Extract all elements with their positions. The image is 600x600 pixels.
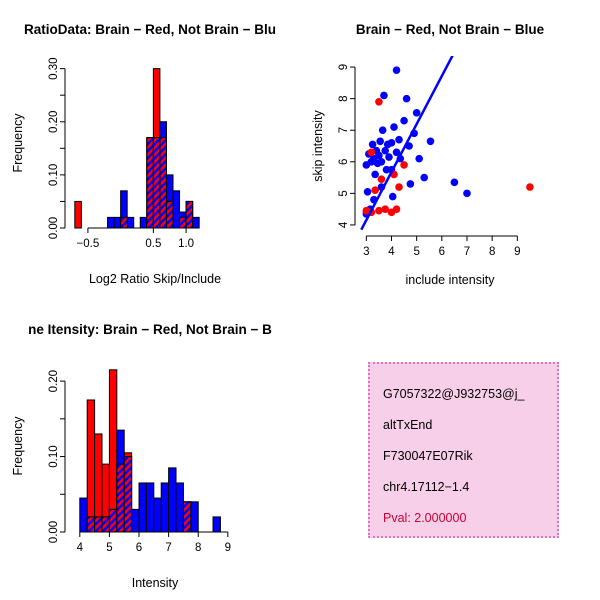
svg-text:8: 8 [195,542,201,554]
svg-text:Frequency: Frequency [11,416,25,476]
svg-text:9: 9 [514,246,520,258]
gene-symbol: F730047E07Rik [383,449,473,463]
gene-probe-id: G7057322@J932753@j_ [383,387,525,401]
svg-text:4: 4 [77,542,84,554]
svg-text:Frequency: Frequency [11,113,25,173]
svg-text:include intensity: include intensity [406,273,496,287]
event-type: altTxEnd [383,418,433,432]
svg-text:7: 7 [165,542,171,554]
svg-text:0.20: 0.20 [48,111,60,133]
svg-text:ne Itensity: Brain − Red, Not: ne Itensity: Brain − Red, Not Brain − B [28,322,272,337]
ratio-histogram-panel: RatioData: Brain − Red, Not Brain − Blu −… [11,22,276,286]
svg-text:RatioData: Brain − Red, Not Br: RatioData: Brain − Red, Not Brain − Blu [24,22,276,37]
svg-text:4: 4 [388,246,395,258]
svg-text:7: 7 [338,127,350,133]
svg-text:4: 4 [338,221,350,228]
svg-text:Intensity: Intensity [132,576,179,590]
svg-text:0.10: 0.10 [48,445,60,467]
svg-text:5: 5 [106,542,112,554]
svg-text:0.20: 0.20 [48,370,60,392]
svg-text:0.10: 0.10 [48,164,60,186]
svg-text:7: 7 [464,246,470,258]
svg-text:Log2 Ratio Skip/Include: Log2 Ratio Skip/Include [89,272,221,286]
intensity-scatter-panel: Brain − Red, Not Brain − Blue 3 4 5 6 7 8 9 4 5 6 7… [311,22,545,287]
svg-text:9: 9 [338,64,350,70]
svg-text:0.5: 0.5 [145,238,161,250]
svg-text:6: 6 [439,246,445,258]
svg-text:0.00: 0.00 [48,217,60,239]
gene-info-box: G7057322@J932753@j_ altTxEnd F730047E07R… [368,362,559,538]
svg-text:0.00: 0.00 [48,521,60,543]
svg-text:5: 5 [338,190,350,196]
svg-text:skip intensity: skip intensity [311,109,325,181]
svg-text:3: 3 [363,246,369,258]
svg-text:6: 6 [338,159,350,165]
svg-text:Brain − Red, Not Brain − Blue: Brain − Red, Not Brain − Blue [356,22,545,37]
svg-text:8: 8 [489,246,495,258]
svg-text:9: 9 [225,542,231,554]
svg-text:6: 6 [136,542,142,554]
pval-text: Pval: 2.000000 [383,511,467,525]
svg-text:1.0: 1.0 [178,238,194,250]
svg-text:5: 5 [413,246,419,258]
gene-intensity-histogram-panel: ne Itensity: Brain − Red, Not Brain − B 4… [11,322,272,590]
svg-text:−0.5: −0.5 [77,238,100,250]
svg-text:8: 8 [338,95,350,101]
locus: chr4.17112−1.4 [383,480,470,494]
svg-text:0.30: 0.30 [48,57,60,79]
